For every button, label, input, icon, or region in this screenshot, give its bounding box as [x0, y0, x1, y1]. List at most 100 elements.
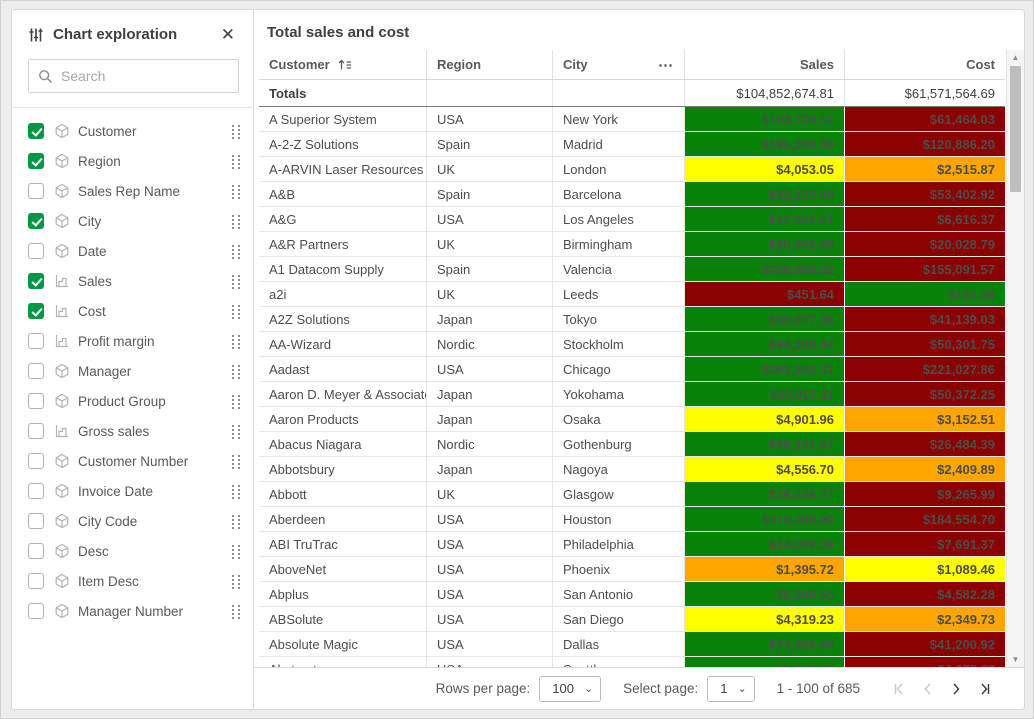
city-cell[interactable]: Gothenburg [553, 432, 685, 456]
field-checkbox[interactable] [28, 513, 44, 529]
customer-cell[interactable]: Absolute Magic [259, 632, 427, 656]
customer-cell[interactable]: ABI TruTrac [259, 532, 427, 556]
region-cell[interactable]: UK [427, 232, 553, 256]
field-item[interactable]: Product Group [12, 386, 253, 416]
column-header-sales[interactable]: Sales [685, 50, 845, 79]
field-checkbox[interactable] [28, 363, 44, 379]
customer-cell[interactable]: Abplus [259, 582, 427, 606]
customer-cell[interactable]: A-2-Z Solutions [259, 132, 427, 156]
field-item[interactable]: Cost [12, 296, 253, 326]
customer-cell[interactable]: Aberdeen [259, 507, 427, 531]
customer-cell[interactable]: ABSolute [259, 607, 427, 631]
field-item[interactable]: City Code [12, 506, 253, 536]
city-cell[interactable]: Osaka [553, 407, 685, 431]
field-checkbox[interactable] [28, 243, 44, 259]
field-item[interactable]: Date [12, 236, 253, 266]
customer-cell[interactable]: AboveNet [259, 557, 427, 581]
column-header-cost[interactable]: Cost [966, 57, 995, 72]
region-cell[interactable]: Spain [427, 132, 553, 156]
field-item[interactable]: Customer [12, 116, 253, 146]
region-cell[interactable]: USA [427, 632, 553, 656]
region-cell[interactable]: Japan [427, 407, 553, 431]
drag-handle-icon[interactable] [232, 424, 240, 439]
customer-cell[interactable]: A-ARVIN Laser Resources [259, 157, 427, 181]
region-cell[interactable]: USA [427, 557, 553, 581]
drag-handle-icon[interactable] [232, 334, 240, 349]
field-checkbox[interactable] [28, 153, 44, 169]
column-header-customer[interactable]: Customer [259, 50, 427, 79]
region-cell[interactable]: Spain [427, 182, 553, 206]
field-checkbox[interactable] [28, 123, 44, 139]
column-menu-icon[interactable]: ⋯ [658, 56, 674, 74]
city-cell[interactable]: London [553, 157, 685, 181]
customer-cell[interactable]: Abacus Niagara [259, 432, 427, 456]
last-page-button[interactable] [970, 676, 998, 702]
city-cell[interactable]: Dallas [553, 632, 685, 656]
column-header-city[interactable]: City ⋯ [553, 50, 685, 79]
customer-cell[interactable]: Aaron D. Meyer & Associates [259, 382, 427, 406]
drag-handle-icon[interactable] [232, 274, 240, 289]
region-cell[interactable]: USA [427, 657, 553, 667]
customer-cell[interactable]: A&R Partners [259, 232, 427, 256]
scroll-up-icon[interactable]: ▲ [1011, 53, 1020, 62]
field-checkbox[interactable] [28, 453, 44, 469]
customer-cell[interactable]: A&G [259, 207, 427, 231]
previous-page-button[interactable] [914, 676, 942, 702]
field-item[interactable]: Profit margin [12, 326, 253, 356]
customer-cell[interactable]: A2Z Solutions [259, 307, 427, 331]
field-checkbox[interactable] [28, 273, 44, 289]
field-item[interactable]: Gross sales [12, 416, 253, 446]
field-checkbox[interactable] [28, 573, 44, 589]
city-cell[interactable]: Seattle [553, 657, 685, 667]
drag-handle-icon[interactable] [232, 364, 240, 379]
region-cell[interactable]: UK [427, 482, 553, 506]
region-cell[interactable]: Japan [427, 382, 553, 406]
city-cell[interactable]: Stockholm [553, 332, 685, 356]
drag-handle-icon[interactable] [232, 454, 240, 469]
region-cell[interactable]: Nordic [427, 432, 553, 456]
region-cell[interactable]: Japan [427, 307, 553, 331]
field-checkbox[interactable] [28, 213, 44, 229]
first-page-button[interactable] [886, 676, 914, 702]
column-header-region[interactable]: Region [427, 50, 553, 79]
region-cell[interactable]: UK [427, 282, 553, 306]
region-cell[interactable]: Spain [427, 257, 553, 281]
city-cell[interactable]: Yokohama [553, 382, 685, 406]
field-item[interactable]: Invoice Date [12, 476, 253, 506]
field-checkbox[interactable] [28, 393, 44, 409]
field-item[interactable]: Region [12, 146, 253, 176]
customer-cell[interactable]: Aadast [259, 357, 427, 381]
field-item[interactable]: Item Desc [12, 566, 253, 596]
city-cell[interactable]: Leeds [553, 282, 685, 306]
customer-cell[interactable]: Abbotsbury [259, 457, 427, 481]
drag-handle-icon[interactable] [232, 394, 240, 409]
city-cell[interactable]: Philadelphia [553, 532, 685, 556]
city-cell[interactable]: Barcelona [553, 182, 685, 206]
customer-cell[interactable]: AA-Wizard [259, 332, 427, 356]
drag-handle-icon[interactable] [232, 154, 240, 169]
city-cell[interactable]: Nagoya [553, 457, 685, 481]
region-cell[interactable]: USA [427, 107, 553, 131]
customer-cell[interactable]: Aaron Products [259, 407, 427, 431]
close-icon[interactable]: ✕ [220, 25, 235, 44]
search-box[interactable] [28, 59, 239, 93]
region-cell[interactable]: USA [427, 357, 553, 381]
drag-handle-icon[interactable] [232, 574, 240, 589]
field-checkbox[interactable] [28, 423, 44, 439]
field-item[interactable]: Customer Number [12, 446, 253, 476]
customer-cell[interactable]: A1 Datacom Supply [259, 257, 427, 281]
scrollbar-thumb[interactable] [1010, 66, 1021, 192]
region-cell[interactable]: USA [427, 532, 553, 556]
city-cell[interactable]: Birmingham [553, 232, 685, 256]
field-checkbox[interactable] [28, 543, 44, 559]
city-cell[interactable]: Houston [553, 507, 685, 531]
city-cell[interactable]: San Antonio [553, 582, 685, 606]
region-cell[interactable]: USA [427, 607, 553, 631]
city-cell[interactable]: Los Angeles [553, 207, 685, 231]
customer-cell[interactable]: A&B [259, 182, 427, 206]
city-cell[interactable]: Madrid [553, 132, 685, 156]
drag-handle-icon[interactable] [232, 184, 240, 199]
customer-cell[interactable]: A Superior System [259, 107, 427, 131]
city-cell[interactable]: San Diego [553, 607, 685, 631]
customer-cell[interactable]: Abbott [259, 482, 427, 506]
